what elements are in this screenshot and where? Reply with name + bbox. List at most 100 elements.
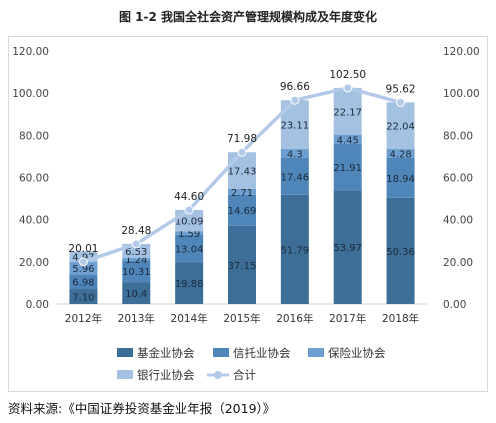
bar-segment [280, 157, 309, 195]
chart-title: 图 1-2 我国全社会资产管理规模构成及年度变化 [118, 10, 378, 24]
chart-frame: 0.00 0.00 20.00 20.00 40.00 40.00 60.00 60.00 80… [8, 36, 488, 392]
bar-segment [386, 197, 415, 304]
bar-data-label: 5.96 [72, 264, 94, 275]
x-tick-label: 2013年 [118, 312, 155, 325]
total-data-label: 71.98 [227, 133, 257, 145]
bar-data-label: 4.45 [337, 135, 359, 146]
bar-segment [333, 144, 362, 191]
bar-data-label: 6.53 [125, 247, 147, 258]
legend-label: 银行业协会 [137, 368, 195, 382]
x-tick-label: 2016年 [276, 312, 313, 325]
bar-segment [175, 262, 204, 304]
total-data-label: 96.66 [280, 81, 310, 93]
bar-segment [122, 282, 151, 304]
x-tick-label: 2015年 [223, 312, 260, 325]
source-note: 资料来源:《中国证券投资基金业年报（2019）》 [8, 401, 276, 416]
bar-data-label: 17.43 [228, 167, 257, 178]
bar-segment [228, 152, 256, 189]
x-tick-label: 2017年 [329, 312, 366, 325]
bar-data-label: 19.88 [175, 279, 204, 290]
bar-data-label: 6.98 [72, 278, 94, 289]
y-tick-label-right: 20.00 [443, 257, 473, 269]
bar-data-label: 23.11 [281, 121, 310, 132]
y-tick-label-right: 60.00 [443, 173, 473, 185]
legend-label: 保险业协会 [328, 346, 386, 360]
legend-swatch [308, 348, 324, 357]
bar-data-label: 13.04 [175, 244, 204, 255]
total-point [343, 83, 353, 93]
total-data-label: 20.01 [68, 243, 98, 255]
x-tick-label: 2014年 [171, 312, 208, 325]
bar-data-label: 2.71 [231, 188, 253, 199]
total-point [131, 239, 141, 249]
legend-swatch [117, 370, 133, 379]
bar-segment [280, 148, 309, 158]
bar-segment [69, 261, 98, 275]
bar-data-label: 1.24 [125, 255, 147, 266]
bar-segment [228, 225, 256, 304]
bar-segment [333, 87, 362, 135]
bar-data-label: 10.31 [122, 267, 151, 278]
chart-svg: 0.00 0.00 20.00 20.00 40.00 40.00 60.00 60.00 80… [12, 46, 480, 382]
y-tick-label-left: 100.00 [12, 88, 49, 100]
legend-marker [214, 371, 222, 379]
y-tick-label-right: 100.00 [443, 88, 480, 100]
bar-segment [175, 231, 204, 235]
legend-label: 合计 [233, 368, 256, 382]
y-tick-label-right: 40.00 [443, 215, 473, 227]
legend-label: 信托业协会 [233, 346, 291, 360]
bar-segment [122, 260, 151, 283]
x-tick-label: 2018年 [382, 312, 419, 325]
bar-segment [69, 289, 98, 304]
bar-data-label: 18.94 [386, 174, 415, 185]
bar-data-label: 50.36 [386, 247, 415, 258]
y-tick-label-left: 40.00 [19, 215, 49, 227]
x-tick-label: 2012年 [65, 312, 102, 325]
total-point [290, 95, 300, 105]
bar-segment [175, 234, 204, 263]
bar-segment [69, 251, 98, 262]
bar-data-label: 22.04 [386, 122, 415, 133]
y-tick-label-left: 0.00 [26, 299, 49, 311]
bar-segment [386, 102, 415, 149]
bar-data-label: 51.79 [281, 245, 310, 256]
bar-segment [333, 190, 362, 304]
y-tick-label-right: 0.00 [443, 299, 466, 311]
bar-data-label: 4.3 [287, 149, 303, 160]
bar-data-label: 21.91 [333, 163, 362, 174]
bar-segment [386, 148, 415, 158]
bar-data-label: 17.46 [281, 172, 310, 183]
total-data-label: 44.60 [174, 191, 204, 203]
legend-swatch [117, 348, 133, 357]
bar-data-label: 37.15 [228, 261, 257, 272]
y-tick-label-left: 60.00 [19, 173, 49, 185]
total-data-label: 28.48 [121, 225, 151, 237]
bar-segment [228, 194, 256, 226]
y-tick-label-right: 120.00 [443, 46, 480, 58]
total-data-label: 102.50 [329, 69, 366, 81]
total-point [78, 257, 88, 267]
bar-data-label: 22.17 [333, 107, 362, 118]
total-point [184, 205, 194, 215]
y-tick-label-left: 20.00 [19, 257, 49, 269]
bar-segment [122, 257, 151, 261]
legend-label: 基金业协会 [137, 346, 195, 360]
bar-data-label: 14.69 [228, 206, 257, 217]
bar-segment [386, 157, 415, 198]
total-data-label: 95.62 [386, 83, 416, 95]
legend-swatch [213, 348, 229, 357]
y-tick-label-left: 120.00 [12, 46, 49, 58]
y-tick-label-left: 80.00 [19, 130, 49, 142]
y-tick-label-right: 80.00 [443, 130, 473, 142]
bar-segment [69, 274, 98, 290]
bar-data-label: 10.09 [175, 217, 204, 228]
bar-data-label: 4.28 [389, 149, 411, 160]
total-point [396, 97, 406, 107]
bar-data-label: 7.10 [72, 293, 94, 304]
bar-data-label: 10.4 [125, 289, 147, 300]
bar-segment [280, 194, 309, 304]
bar-segment [228, 188, 256, 195]
total-point [237, 147, 247, 157]
bar-data-label: 1.59 [178, 229, 200, 240]
bar-segment [333, 134, 362, 145]
